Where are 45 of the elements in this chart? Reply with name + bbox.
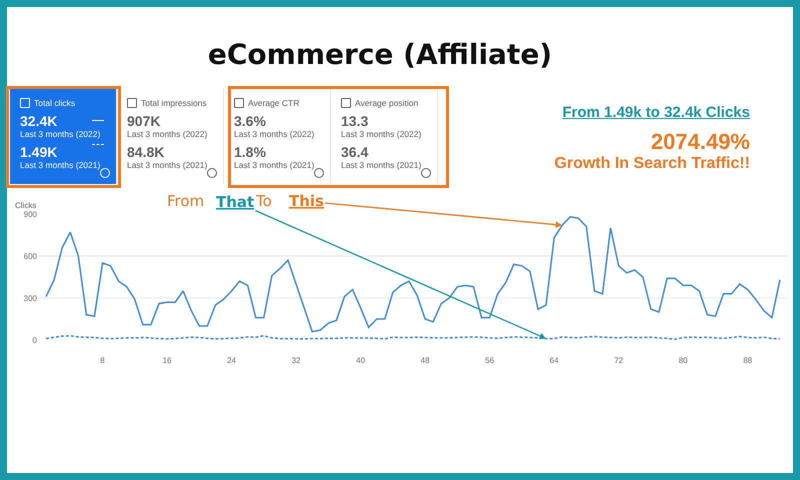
- text: Average position: [355, 98, 418, 108]
- text: 32.4K: [20, 113, 58, 129]
- text: Total impressions: [141, 98, 207, 108]
- text: Last 3 months (2022): [341, 129, 422, 139]
- text: 84.8K: [127, 144, 166, 160]
- x-tick-label: 80: [678, 356, 688, 365]
- text: Last 3 months (2021): [127, 160, 208, 170]
- y-tick-label: 900: [24, 210, 38, 219]
- y-axis-title: Clicks: [15, 201, 36, 210]
- x-tick-label: 64: [550, 356, 560, 365]
- x-tick-label: 40: [356, 356, 366, 365]
- x-tick-label: 56: [485, 356, 495, 365]
- text: To: [255, 192, 272, 210]
- x-tick-label: 48: [420, 356, 430, 365]
- text: Last 3 months (2022): [20, 129, 102, 139]
- text: 907K: [127, 113, 162, 129]
- text: 13.3: [341, 113, 370, 129]
- y-tick-label: 300: [24, 294, 38, 303]
- text: Last 3 months (2021): [20, 160, 102, 170]
- x-tick-label: 24: [227, 356, 237, 365]
- text: From: [167, 192, 204, 210]
- text: Total clicks: [34, 98, 76, 108]
- x-tick-label: 88: [743, 356, 753, 365]
- text: 1.49K: [20, 144, 58, 160]
- x-tick-label: 8: [100, 356, 106, 365]
- y-tick-label: 600: [24, 252, 38, 261]
- annotation: That: [216, 193, 254, 211]
- text: Last 3 months (2021): [341, 160, 422, 170]
- x-tick-label: 16: [162, 356, 172, 365]
- line-series: [45, 216, 781, 332]
- annotation: This: [289, 192, 324, 210]
- x-tick-label: 72: [614, 356, 624, 365]
- text: Average CTR: [248, 98, 300, 108]
- text: 3.6%: [234, 113, 267, 129]
- text: Last 3 months (2022): [234, 129, 316, 139]
- text: 36.4: [341, 144, 370, 160]
- text: 2074.49%: [650, 129, 750, 155]
- text: Last 3 months (2022): [127, 129, 208, 139]
- text: From 1.49k to 32.4k Clicks: [561, 104, 750, 121]
- text: 1.8%: [234, 144, 267, 160]
- text: Growth In Search Traffic!!: [553, 155, 750, 173]
- text: eCommerce (Affiliate): [206, 38, 554, 71]
- y-tick-label: 0: [32, 336, 38, 345]
- text: Last 3 months (2021): [234, 160, 316, 170]
- x-tick-label: 32: [292, 356, 302, 365]
